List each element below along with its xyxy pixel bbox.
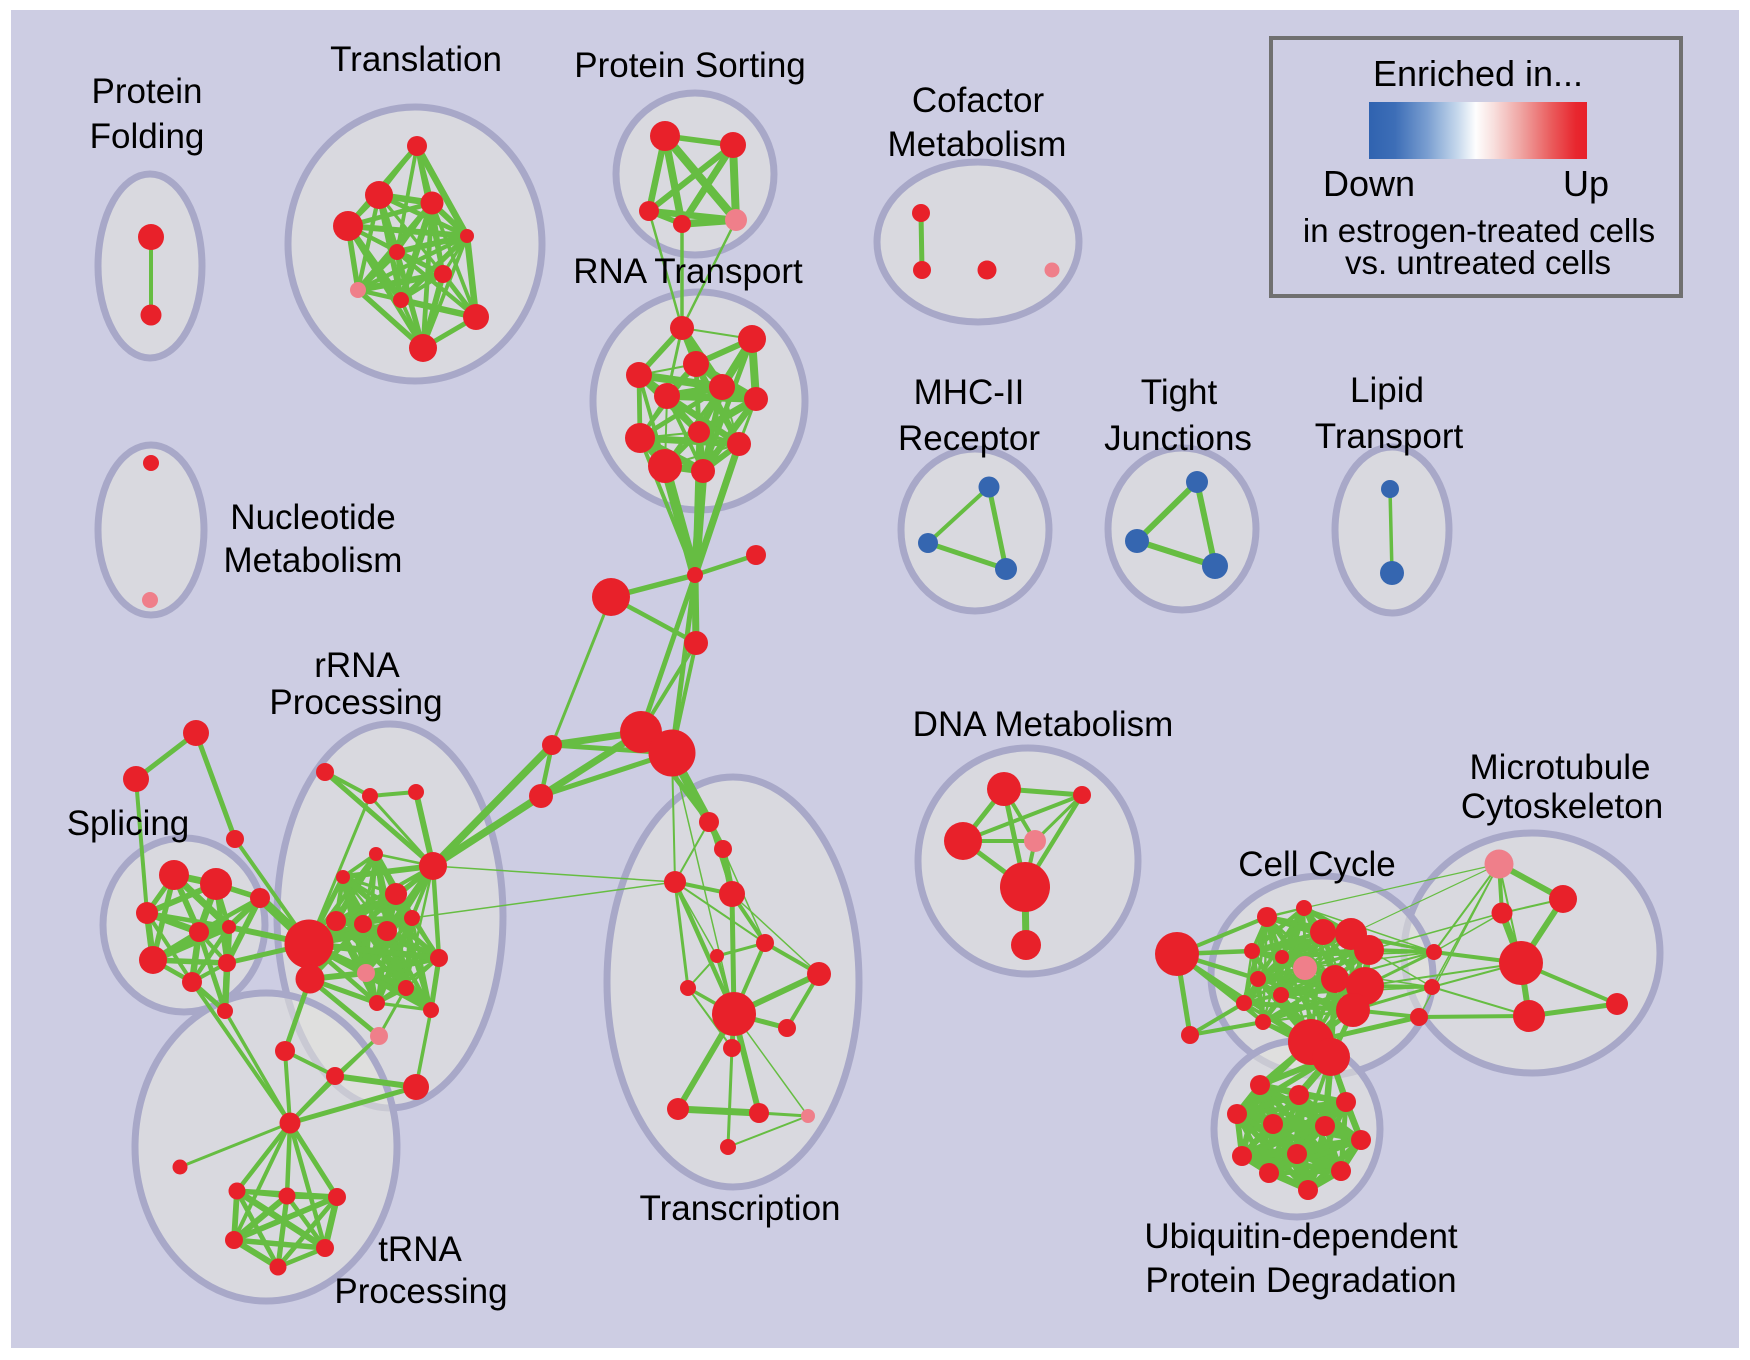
svg-text:Up: Up xyxy=(1563,163,1609,204)
svg-text:Cell Cycle: Cell Cycle xyxy=(1238,845,1396,884)
svg-text:Receptor: Receptor xyxy=(898,419,1040,458)
svg-text:Enriched in...: Enriched in... xyxy=(1373,53,1583,94)
svg-text:Microtubule: Microtubule xyxy=(1470,748,1651,787)
svg-text:RNA Transport: RNA Transport xyxy=(573,252,803,291)
svg-text:Protein: Protein xyxy=(92,72,203,111)
svg-text:Protein Degradation: Protein Degradation xyxy=(1145,1261,1456,1300)
svg-text:MHC-II: MHC-II xyxy=(914,373,1025,412)
svg-text:in estrogen-treated cells: in estrogen-treated cells xyxy=(1303,212,1655,249)
svg-text:DNA Metabolism: DNA Metabolism xyxy=(913,705,1174,744)
svg-text:Nucleotide: Nucleotide xyxy=(230,498,395,537)
svg-text:Transport: Transport xyxy=(1315,417,1464,456)
svg-text:Tight: Tight xyxy=(1141,373,1218,412)
svg-text:Cofactor: Cofactor xyxy=(912,81,1045,120)
svg-text:Processing: Processing xyxy=(334,1272,507,1311)
svg-text:tRNA: tRNA xyxy=(378,1230,462,1269)
svg-text:rRNA: rRNA xyxy=(314,646,400,685)
svg-text:Translation: Translation xyxy=(330,40,502,79)
svg-text:Transcription: Transcription xyxy=(640,1189,841,1228)
svg-text:Ubiquitin-dependent: Ubiquitin-dependent xyxy=(1144,1217,1458,1256)
svg-text:Metabolism: Metabolism xyxy=(888,125,1067,164)
svg-text:Junctions: Junctions xyxy=(1104,419,1252,458)
svg-text:Cytoskeleton: Cytoskeleton xyxy=(1461,787,1663,826)
svg-text:Processing: Processing xyxy=(269,683,442,722)
svg-text:Protein Sorting: Protein Sorting xyxy=(574,46,806,85)
svg-text:Splicing: Splicing xyxy=(67,804,190,843)
svg-text:Lipid: Lipid xyxy=(1350,371,1424,410)
svg-text:Metabolism: Metabolism xyxy=(224,541,403,580)
svg-text:vs. untreated cells: vs. untreated cells xyxy=(1345,244,1611,281)
svg-text:Folding: Folding xyxy=(90,117,205,156)
svg-text:Down: Down xyxy=(1323,163,1415,204)
